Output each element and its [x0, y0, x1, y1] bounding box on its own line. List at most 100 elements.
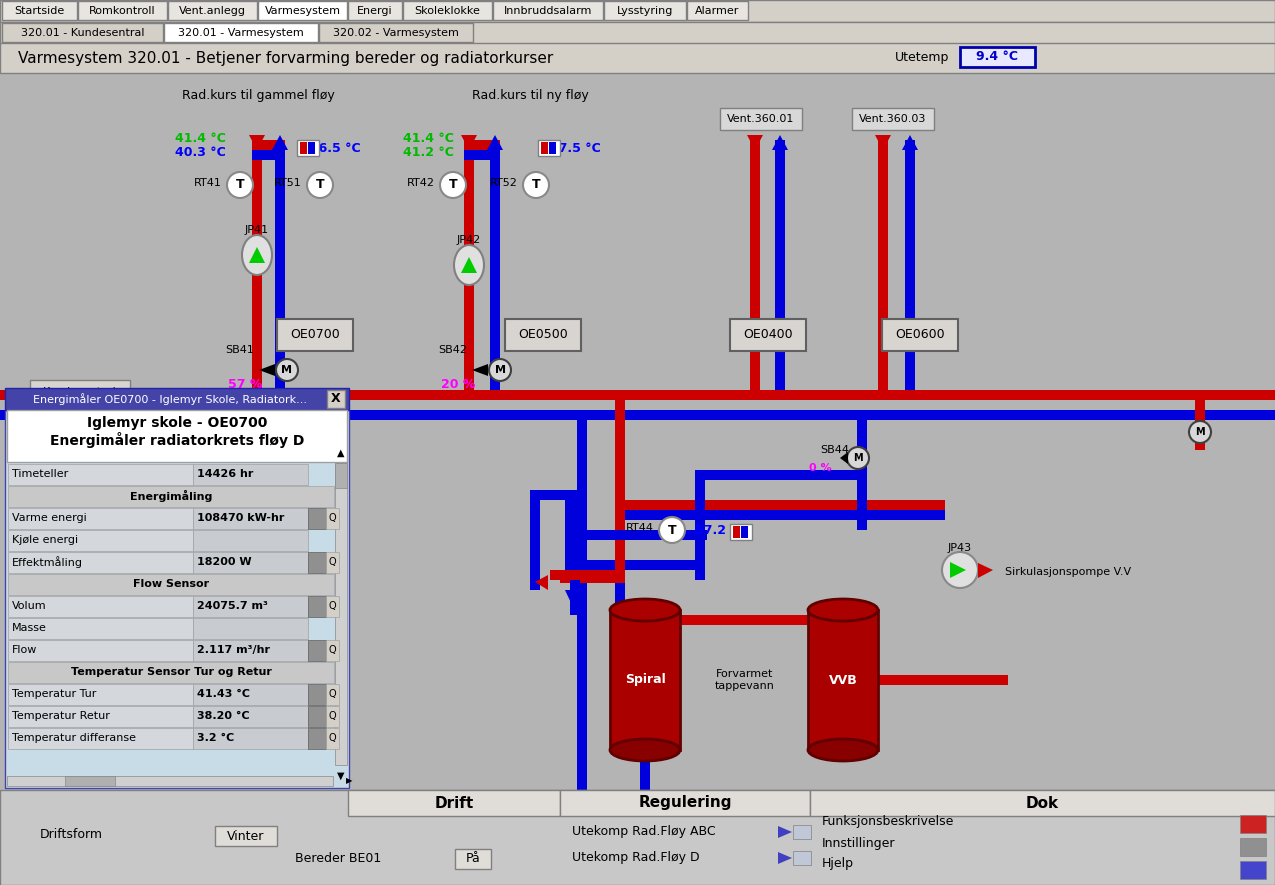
Bar [560, 573, 625, 583]
Bar [750, 140, 760, 390]
Bar [309, 142, 315, 154]
Bar [326, 728, 339, 749]
Bar [3, 1, 76, 20]
Bar [319, 23, 473, 42]
Polygon shape [462, 135, 477, 150]
Bar [348, 790, 560, 816]
Text: 3.2 °C: 3.2 °C [198, 733, 235, 743]
Text: 36.5 °C: 36.5 °C [310, 142, 361, 155]
Bar [6, 776, 333, 786]
Text: Lysstyring: Lysstyring [617, 6, 673, 16]
Text: Varmesystem 320.01 - Betjener forvarming bereder og radiatorkurser: Varmesystem 320.01 - Betjener forvarming… [18, 50, 553, 65]
Bar [615, 390, 625, 550]
Text: Varmesystem: Varmesystem [264, 6, 340, 16]
Bar [810, 790, 1275, 816]
Text: ▲: ▲ [338, 448, 344, 458]
Bar [258, 1, 347, 20]
Bar [560, 790, 810, 816]
Text: Vinter: Vinter [227, 829, 265, 843]
Bar [464, 140, 474, 390]
Text: 37.5 °C: 37.5 °C [550, 142, 601, 155]
Bar [687, 1, 748, 20]
Bar [538, 140, 560, 156]
Circle shape [659, 517, 685, 543]
Bar [326, 390, 346, 408]
Bar [1241, 838, 1266, 856]
Bar [530, 490, 585, 500]
Bar [335, 463, 347, 488]
Text: Kjøle energi: Kjøle energi [11, 535, 78, 545]
Text: Rad.kurs til gammel fløy: Rad.kurs til gammel fløy [181, 88, 334, 102]
Ellipse shape [242, 235, 272, 275]
Text: Utekomp Rad.Fløy ABC: Utekomp Rad.Fløy ABC [572, 826, 715, 838]
Polygon shape [840, 452, 848, 464]
Bar [309, 684, 326, 705]
Bar [733, 526, 740, 538]
Bar [193, 464, 309, 485]
Bar [0, 43, 1275, 73]
Bar [720, 108, 802, 130]
Bar [193, 508, 309, 529]
Text: Sirkulasjonspompe V.V: Sirkulasjonspompe V.V [1005, 567, 1131, 577]
Bar [857, 420, 867, 510]
Bar [193, 706, 309, 727]
Ellipse shape [808, 739, 878, 761]
Text: M: M [1195, 427, 1205, 437]
Text: 41.4 °C: 41.4 °C [175, 132, 226, 144]
Text: M: M [282, 365, 292, 375]
Text: JP42: JP42 [456, 235, 481, 245]
Bar [326, 552, 339, 573]
Text: M: M [495, 365, 505, 375]
Text: Utekomp Rad.Fløy D: Utekomp Rad.Fløy D [572, 851, 700, 865]
Text: Forvarmet
tappevann: Forvarmet tappevann [715, 669, 775, 691]
Text: Innstillinger: Innstillinger [822, 836, 895, 850]
Bar [309, 596, 326, 617]
Text: Volum: Volum [11, 601, 47, 611]
Bar [252, 140, 261, 390]
Text: Funksjonsbeskrivelse: Funksjonsbeskrivelse [822, 815, 955, 828]
Text: Vent.360.01: Vent.360.01 [727, 114, 794, 124]
Bar [700, 470, 864, 480]
Bar [309, 552, 326, 573]
Bar [570, 560, 700, 570]
Bar [640, 750, 650, 800]
Polygon shape [472, 364, 488, 376]
Bar [0, 790, 1275, 885]
Text: Energimåler OE0700 - Iglemyr Skole, Radiatork...: Energimåler OE0700 - Iglemyr Skole, Radi… [33, 393, 307, 405]
Bar [615, 410, 625, 620]
Text: 9.4 °C: 9.4 °C [975, 50, 1017, 64]
Text: Timeteller: Timeteller [11, 469, 69, 479]
Text: K.V: K.V [580, 793, 599, 803]
Text: T: T [236, 179, 245, 191]
Text: 20 %: 20 % [441, 379, 476, 391]
Text: OE0700: OE0700 [291, 328, 340, 342]
Text: 38.20 °C: 38.20 °C [198, 711, 250, 721]
Bar [615, 500, 945, 510]
Bar [550, 142, 556, 154]
Text: Energimåling: Energimåling [130, 490, 212, 502]
Bar [193, 728, 309, 749]
Text: 41.2 °C: 41.2 °C [403, 145, 454, 158]
Bar [8, 640, 193, 661]
Text: VVB: VVB [829, 673, 857, 687]
Text: 24075.7 m³: 24075.7 m³ [198, 601, 268, 611]
Bar [0, 410, 1275, 420]
Text: 2.117 m³/hr: 2.117 m³/hr [198, 645, 270, 655]
Ellipse shape [808, 599, 878, 621]
Text: Temperatur Tur: Temperatur Tur [11, 689, 97, 699]
Circle shape [275, 359, 298, 381]
Text: Drift: Drift [435, 796, 473, 811]
Polygon shape [950, 562, 966, 578]
Text: Temperatur Retur: Temperatur Retur [11, 711, 110, 721]
Text: RT51: RT51 [274, 178, 302, 188]
Text: Kundesentral: Kundesentral [43, 387, 117, 397]
Text: ▶: ▶ [346, 776, 352, 786]
Bar [8, 618, 193, 639]
Text: ▼: ▼ [338, 771, 344, 781]
Bar [731, 319, 806, 351]
Polygon shape [487, 135, 504, 150]
Bar [5, 410, 349, 788]
Polygon shape [747, 135, 762, 150]
Bar [8, 508, 193, 529]
Bar [326, 596, 339, 617]
